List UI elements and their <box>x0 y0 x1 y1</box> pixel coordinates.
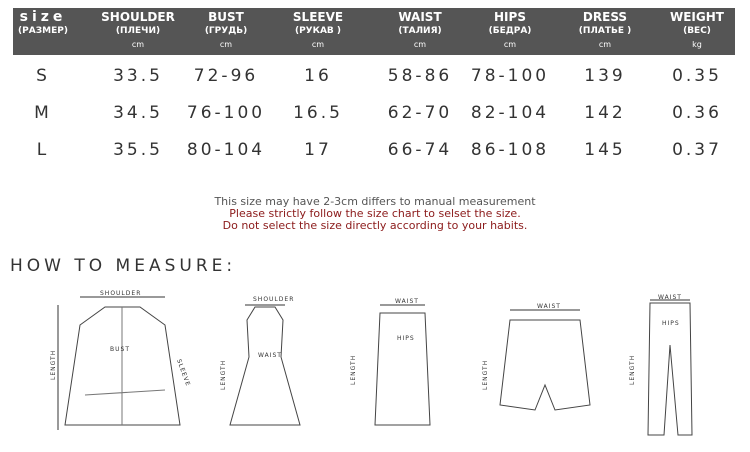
column-name-ru: (ВЕС) <box>683 26 711 36</box>
table-cell: 17 <box>304 140 332 160</box>
column-name: WEIGHT <box>670 10 724 24</box>
sleeve-label: SLEEVE <box>175 358 191 387</box>
shorts-diagram: WAIST LENGTH <box>482 303 591 411</box>
column-name-ru: (ПЛЕЧИ) <box>115 26 161 36</box>
length-label: LENGTH <box>220 360 227 390</box>
table-cell: 66-74 <box>387 140 453 160</box>
column-name: BUST <box>208 10 244 24</box>
column-header-sleeve: SLEEVE (РУКАВ ) cm <box>273 10 363 52</box>
dress-diagram: SHOULDER WAIST LENGTH <box>220 296 301 426</box>
table-cell: 72-96 <box>193 66 259 86</box>
size-notes: This size may have 2-3cm differs to manu… <box>0 196 750 232</box>
table-cell: S <box>36 66 50 86</box>
column-unit: cm <box>311 40 325 49</box>
shoulder-label: SHOULDER <box>253 296 294 303</box>
table-cell: 58-86 <box>387 66 453 86</box>
column-header-bust: BUST (ГРУДЬ) cm <box>181 10 271 52</box>
table-cell: 139 <box>584 66 626 86</box>
table-cell: 82-104 <box>470 103 550 123</box>
length-label: LENGTH <box>50 350 57 380</box>
column-header-dress: DRESS (ПЛАТЬЕ ) cm <box>560 10 650 52</box>
bust-label: BUST <box>110 346 130 353</box>
column-name-ru: (РУКАВ ) <box>294 26 342 36</box>
column-name: WAIST <box>398 10 442 24</box>
table-cell: 33.5 <box>113 66 163 86</box>
size-table-header <box>13 8 735 55</box>
table-row: S 33.5 72-96 16 58-86 78-100 139 0.35 <box>0 66 750 96</box>
shoulder-label: SHOULDER <box>100 290 141 297</box>
table-cell: 35.5 <box>113 140 163 160</box>
column-name-ru: (БЕДРА) <box>488 26 532 36</box>
column-name: HIPS <box>494 10 526 24</box>
note-measurement: This size may have 2-3cm differs to manu… <box>214 195 536 208</box>
waist-label: WAIST <box>395 298 419 305</box>
column-name-ru: (ПЛАТЬЕ ) <box>578 26 632 36</box>
skirt-diagram: WAIST HIPS LENGTH <box>350 298 431 426</box>
table-cell: 0.37 <box>672 140 722 160</box>
column-unit: cm <box>503 40 517 49</box>
column-unit: cm <box>598 40 612 49</box>
column-header-shoulder: SHOULDER (ПЛЕЧИ) cm <box>93 10 183 52</box>
table-cell: 0.36 <box>672 103 722 123</box>
length-label: LENGTH <box>629 355 636 385</box>
table-cell: L <box>36 140 50 160</box>
column-header-weight: WEIGHT (ВЕС) kg <box>652 10 742 52</box>
waist-label: WAIST <box>537 303 561 310</box>
table-cell: 145 <box>584 140 626 160</box>
column-name: SLEEVE <box>292 10 344 24</box>
column-name: size <box>19 9 67 25</box>
length-label: LENGTH <box>482 360 489 390</box>
table-cell: 16 <box>304 66 332 86</box>
column-name-ru: (ТАЛИЯ) <box>398 26 442 36</box>
how-to-measure-heading: HOW TO MEASURE: <box>10 256 237 276</box>
column-header-size: size (РАЗМЕР) <box>0 10 88 38</box>
table-cell: 86-108 <box>470 140 550 160</box>
table-cell: 62-70 <box>387 103 453 123</box>
table-cell: 80-104 <box>186 140 266 160</box>
table-cell: M <box>34 103 52 123</box>
column-unit: cm <box>413 40 427 49</box>
column-name: DRESS <box>582 10 628 24</box>
column-unit: cm <box>219 40 233 49</box>
column-name-ru: (ГРУДЬ) <box>204 26 248 36</box>
waist-label: WAIST <box>658 294 682 301</box>
table-cell: 34.5 <box>113 103 163 123</box>
table-cell: 78-100 <box>470 66 550 86</box>
note-follow-chart: Please strictly follow the size chart to… <box>229 207 521 220</box>
pants-diagram: WAIST HIPS LENGTH <box>629 294 693 436</box>
column-name: SHOULDER <box>101 10 175 24</box>
column-header-hips: HIPS (БЕДРА) cm <box>465 10 555 52</box>
table-cell: 142 <box>584 103 626 123</box>
jacket-diagram: SHOULDER BUST LENGTH SLEEVE <box>50 290 191 430</box>
table-cell: 16.5 <box>293 103 343 123</box>
hips-label: HIPS <box>397 335 415 342</box>
hips-label: HIPS <box>662 320 680 327</box>
table-row: M 34.5 76-100 16.5 62-70 82-104 142 0.36 <box>0 103 750 133</box>
column-name-ru: (РАЗМЕР) <box>18 26 68 36</box>
table-cell: 0.35 <box>672 66 722 86</box>
note-habits: Do not select the size directly accordin… <box>222 219 528 232</box>
table-cell: 76-100 <box>186 103 266 123</box>
table-row: L 35.5 80-104 17 66-74 86-108 145 0.37 <box>0 140 750 170</box>
column-unit: kg <box>692 40 702 49</box>
length-label: LENGTH <box>350 355 357 385</box>
column-unit: cm <box>131 40 145 49</box>
column-header-waist: WAIST (ТАЛИЯ) cm <box>375 10 465 52</box>
waist-label: WAIST <box>258 352 282 359</box>
